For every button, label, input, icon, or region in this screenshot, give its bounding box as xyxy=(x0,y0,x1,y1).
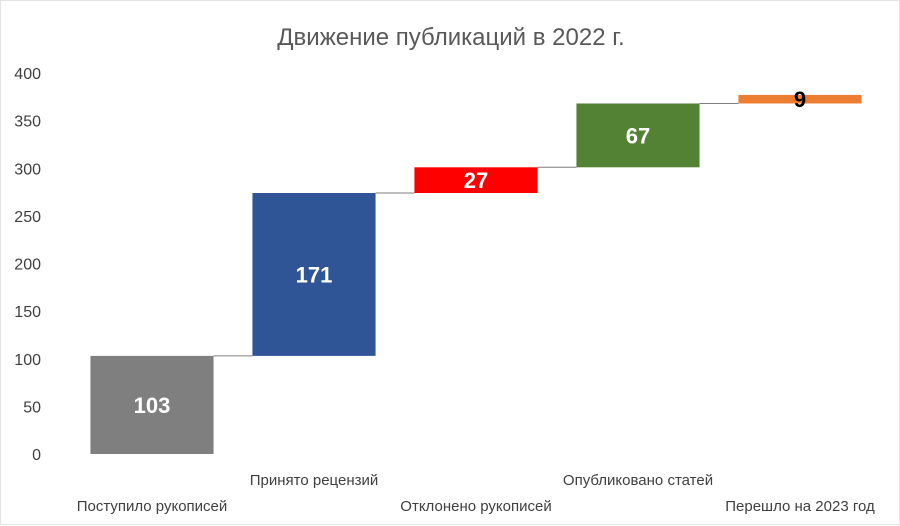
data-label: 67 xyxy=(626,123,650,148)
bar xyxy=(738,94,862,104)
y-tick-label: 350 xyxy=(14,114,41,131)
bar xyxy=(414,167,538,194)
y-tick-label: 50 xyxy=(23,399,41,416)
x-axis: Поступило рукописей Принято рецензий Откло… xyxy=(77,472,875,515)
y-tick-label: 400 xyxy=(14,66,41,83)
bar xyxy=(576,103,700,168)
y-axis: 0 50 100 150 200 250 300 350 400 xyxy=(14,66,41,464)
x-category-label: Опубликовано статей xyxy=(563,472,713,489)
y-tick-label: 200 xyxy=(14,257,41,274)
chart-title: Движение публикаций в 2022 г. xyxy=(277,24,624,51)
x-category-label: Отклонено рукописей xyxy=(400,498,551,515)
x-category-label: Принято рецензий xyxy=(250,472,379,489)
y-tick-label: 0 xyxy=(32,447,41,464)
data-label: 9 xyxy=(794,87,806,112)
data-label: 171 xyxy=(296,262,333,287)
data-labels: 103 171 27 67 9 xyxy=(134,87,806,418)
connector-lines xyxy=(213,102,739,357)
data-label: 103 xyxy=(134,393,171,418)
y-tick-label: 300 xyxy=(14,161,41,178)
bar xyxy=(252,193,376,356)
y-tick-label: 150 xyxy=(14,304,41,321)
x-category-label: Поступило рукописей xyxy=(77,498,228,515)
x-category-label: Перешло на 2023 год xyxy=(725,498,875,515)
bars xyxy=(90,94,862,454)
bar xyxy=(90,355,214,454)
y-tick-label: 250 xyxy=(14,209,41,226)
y-tick-label: 100 xyxy=(14,352,41,369)
data-label: 27 xyxy=(464,168,488,193)
